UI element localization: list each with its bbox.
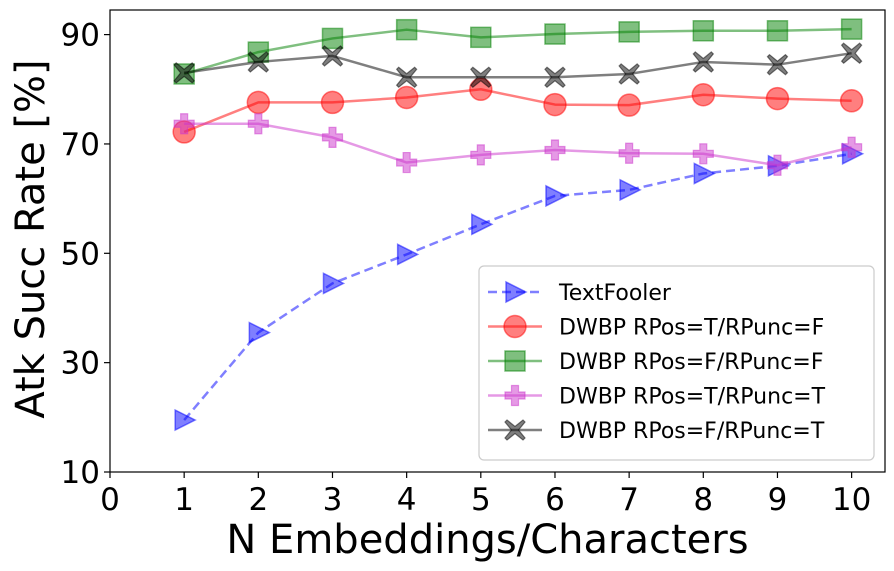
data-point [173, 62, 195, 84]
x-tick-label: 6 [545, 482, 565, 518]
data-point [839, 89, 864, 113]
data-point [618, 21, 640, 43]
x-tick-label: 2 [248, 482, 268, 518]
x-tick-label: 7 [619, 482, 639, 518]
y-tick-label: 10 [61, 455, 100, 491]
data-point [692, 20, 715, 42]
series-line [183, 51, 852, 79]
data-point [692, 51, 715, 73]
plot-layer [172, 18, 865, 432]
y-tick-label: 90 [61, 18, 100, 54]
legend-item-4: DWBP RPos=T/RPunc=T [488, 385, 826, 410]
x-tick-label: 8 [693, 482, 713, 518]
data-point [395, 66, 418, 89]
legend: TextFooler DWBP RPos=T/RPunc=F DWBP RPos=F… [478, 265, 875, 461]
y-axis-title: Atk Succ Rate [%] [8, 59, 54, 418]
legend-box [478, 265, 875, 461]
data-point [692, 143, 714, 165]
data-point [470, 66, 492, 89]
series-2 [172, 77, 864, 144]
series-5 [173, 42, 863, 89]
legend-label: DWBP RPos=F/RPunc=T [559, 419, 825, 444]
data-point [396, 151, 418, 174]
series-3 [173, 18, 863, 85]
x-tick-label: 10 [832, 482, 871, 518]
y-tick-label: 70 [61, 127, 100, 163]
legend-item-5: DWBP RPos=F/RPunc=T [488, 419, 825, 444]
x-tick-label: 0 [100, 482, 120, 518]
data-point [766, 53, 789, 76]
x-axis-title: N Embeddings/Characters [226, 517, 748, 563]
data-point [394, 85, 419, 110]
x-tick-label: 4 [397, 482, 417, 518]
data-point [543, 92, 567, 117]
x-tick-label: 3 [323, 482, 343, 518]
x-tick-label: 1 [174, 482, 194, 518]
data-point [396, 243, 420, 266]
y-tick-label: 30 [61, 346, 100, 382]
data-point [470, 26, 492, 49]
data-point [321, 126, 344, 148]
legend-label: DWBP RPos=T/RPunc=F [559, 316, 824, 341]
data-point [395, 18, 418, 41]
data-point [248, 321, 272, 344]
data-point [693, 162, 716, 185]
series-line [183, 27, 852, 76]
legend-item-2: DWBP RPos=T/RPunc=F [488, 314, 824, 341]
x-tick-label: 9 [768, 482, 788, 518]
data-point [766, 20, 789, 42]
data-point [841, 136, 863, 158]
data-point [247, 113, 269, 135]
y-tick-label: 50 [61, 236, 100, 272]
data-point [619, 178, 642, 202]
data-point [321, 27, 344, 50]
x-tick-label: 5 [471, 482, 491, 518]
data-point [322, 272, 346, 295]
legend-item-3: DWBP RPos=F/RPunc=F [488, 350, 823, 375]
legend-label: DWBP RPos=T/RPunc=T [559, 385, 826, 410]
data-point [321, 45, 344, 67]
axes: 0 1 2 3 4 5 6 7 8 9 10 10 30 50 70 90 N Embeddings/Chara… [8, 9, 886, 563]
data-point [471, 213, 494, 236]
legend-marker [504, 350, 526, 372]
data-point [470, 144, 492, 166]
data-point [545, 184, 568, 208]
data-point [247, 51, 270, 73]
data-point [618, 63, 640, 85]
series-4 [173, 113, 863, 176]
data-point [617, 93, 641, 117]
data-point [840, 18, 863, 40]
series-line [183, 152, 852, 421]
series-line [183, 88, 852, 134]
data-point [544, 66, 566, 89]
legend-marker [504, 384, 526, 407]
data-point [840, 42, 863, 64]
data-point [246, 90, 271, 115]
data-point [765, 86, 790, 111]
series-line [184, 122, 852, 167]
data-point [544, 23, 566, 45]
data-point [544, 139, 566, 161]
data-point [766, 154, 789, 176]
data-point [173, 113, 195, 135]
legend-marker [504, 419, 526, 441]
data-point [618, 142, 640, 164]
data-point [691, 82, 716, 107]
legend-label: TextFooler [558, 281, 672, 306]
legend-label: DWBP RPos=F/RPunc=F [559, 350, 823, 375]
legend-marker [505, 280, 528, 304]
legend-marker [503, 314, 527, 339]
data-point [320, 90, 345, 115]
plot-frame [109, 9, 886, 473]
data-point [174, 408, 197, 432]
legend-item-1: TextFooler [488, 280, 672, 306]
